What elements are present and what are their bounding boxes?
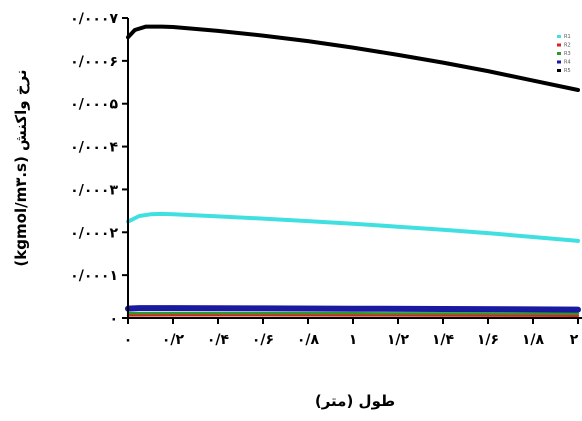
y-tick-label: ۰/۰۰۰۱ <box>70 268 118 284</box>
x-tick-label: ۰/۶ <box>252 332 274 348</box>
x-tick-label: ۰/۴ <box>207 332 230 348</box>
legend-swatch-r1 <box>557 35 561 38</box>
series-line-r3 <box>126 311 580 315</box>
x-tick-label: ۱/۲ <box>387 332 410 348</box>
y-axis-title: نرخ واکنش (kgmol/m۳.s) <box>12 69 30 266</box>
x-axis-title: طول (متر) <box>315 392 395 410</box>
legend-label: R3 <box>564 51 571 57</box>
y-tick-label: ۰/۰۰۰۶ <box>70 54 118 70</box>
series-line-r4 <box>125 305 581 313</box>
x-tick-label: ۱/۴ <box>432 332 455 348</box>
legend-label: R2 <box>564 43 571 49</box>
y-tick-label: ۰/۰۰۰۷ <box>70 11 118 27</box>
y-tick-label: ۰/۰۰۰۴ <box>70 140 118 156</box>
x-tick-label: ۰/۲ <box>162 332 185 348</box>
legend: R1 R2 R3 R4 R5 <box>557 34 571 74</box>
x-tick-label: ۰/۸ <box>297 332 320 348</box>
legend-label: R4 <box>564 60 571 66</box>
ticks-layer: ۰ ۰/۲ ۰/۴ ۰/۶ ۰/۸ ۱ ۱/۲ ۱/۴ ۱/۶ ۱/۸ ۲ ۰ ۰/۰۰۰۱ ۰/۰۰۰۲… <box>70 11 579 348</box>
x-tick-label: ۲ <box>570 332 579 348</box>
legend-label: R1 <box>564 34 571 40</box>
series-line-r2 <box>126 313 580 317</box>
legend-swatch-r5 <box>557 69 561 72</box>
series-layer <box>125 24 581 317</box>
x-tick-label: ۱/۶ <box>477 332 499 348</box>
x-tick-label: ۱ <box>349 332 358 348</box>
y-tick-label: ۰ <box>109 311 118 327</box>
x-tick-label: ۱/۸ <box>522 332 545 348</box>
legend-swatch-r3 <box>557 52 561 55</box>
x-tick-label: ۰ <box>124 332 133 348</box>
y-tick-label: ۰/۰۰۰۵ <box>70 97 118 113</box>
series-line-r1 <box>126 211 580 243</box>
legend-swatch-r4 <box>557 60 561 64</box>
series-line-r5 <box>126 24 580 92</box>
y-tick-label: ۰/۰۰۰۲ <box>70 225 118 241</box>
legend-label: R5 <box>564 68 571 74</box>
y-tick-label: ۰/۰۰۰۳ <box>70 182 118 198</box>
legend-swatch-r2 <box>557 43 561 47</box>
